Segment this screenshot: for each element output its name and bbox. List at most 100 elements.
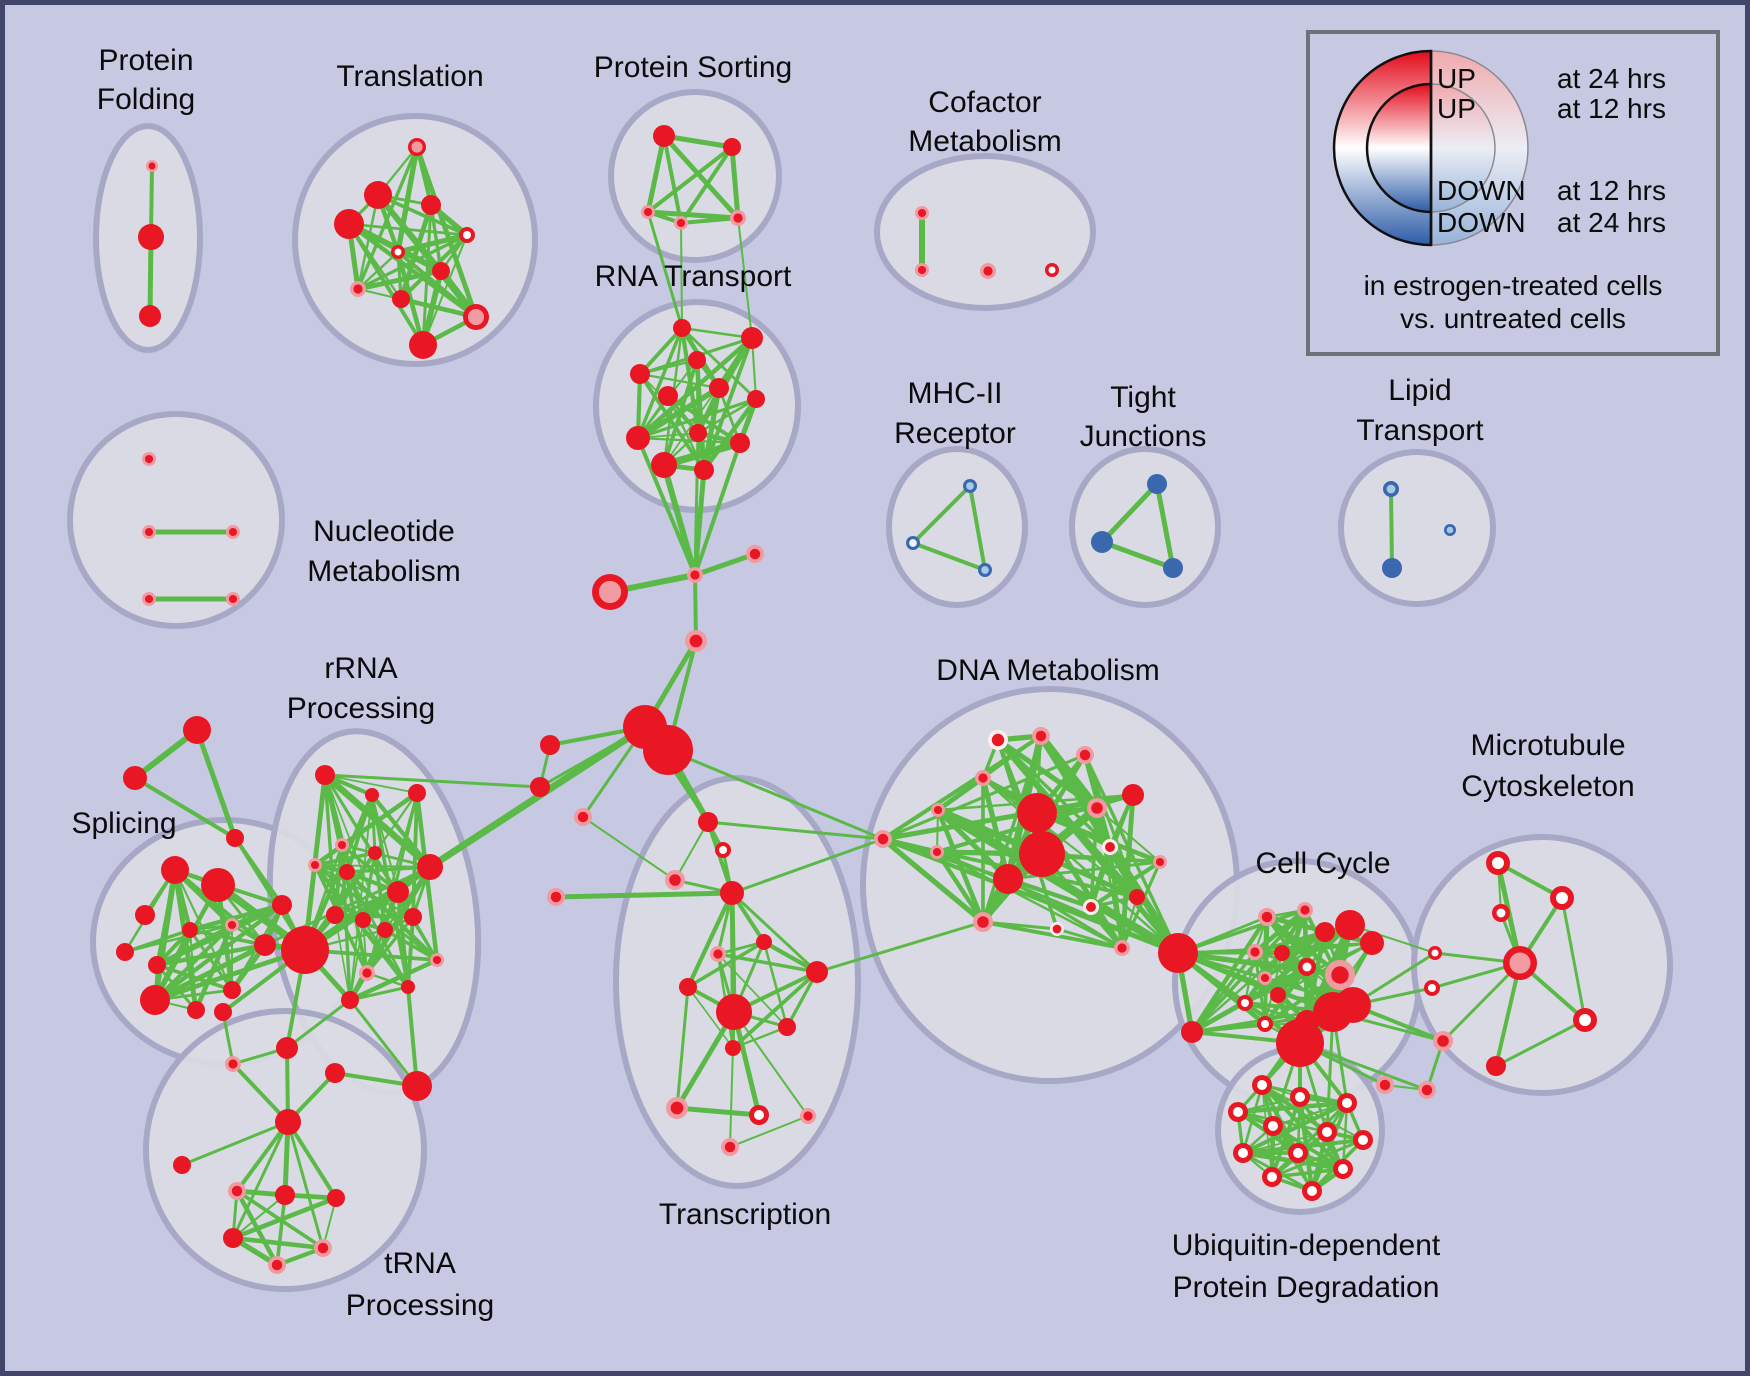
legend-caption: in estrogen-treated cells (1364, 270, 1663, 301)
network-node (685, 630, 707, 652)
network-edge (717, 953, 788, 1028)
legend-direction-label: DOWN (1437, 175, 1526, 206)
network-edge (686, 891, 734, 989)
network-edge (661, 133, 741, 221)
network-node (658, 386, 678, 406)
network-node (643, 725, 693, 775)
cluster-label-cofactor-metabolism: Metabolism (908, 125, 1061, 158)
network-node (1486, 851, 1510, 875)
network-edge (1441, 961, 1522, 1043)
cluster-label-translation: Translation (336, 60, 483, 93)
network-node (1376, 1076, 1394, 1094)
cluster-label-ubiquitin-degradation: Ubiquitin-dependent (1172, 1229, 1441, 1262)
cluster-label-mhc-ii-receptor: Receptor (894, 417, 1016, 450)
network-edge (1034, 810, 1163, 865)
network-edge (235, 1120, 290, 1193)
network-edge (880, 836, 986, 925)
network-node (674, 216, 688, 230)
network-edge (285, 998, 352, 1050)
network-node (430, 953, 444, 967)
network-edge (635, 335, 755, 441)
network-edge (286, 1120, 325, 1250)
network-node (730, 433, 750, 453)
network-node (756, 934, 772, 950)
network-edge (933, 805, 1183, 958)
network-edge (194, 727, 238, 841)
network-node (1302, 1181, 1322, 1201)
network-edge (355, 268, 444, 292)
network-node (1076, 746, 1094, 764)
network-edge (1270, 1167, 1345, 1179)
network-edge (636, 436, 697, 577)
network-node (315, 765, 335, 785)
network-node (365, 788, 379, 802)
cluster-label-protein-folding: Folding (97, 83, 195, 116)
network-edge (730, 891, 819, 974)
legend-caption: vs. untreated cells (1400, 303, 1626, 334)
network-edge (230, 1235, 326, 1251)
network-node (142, 592, 156, 606)
network-edge (1154, 481, 1176, 571)
network-edge (696, 397, 758, 435)
network-node (725, 1040, 741, 1056)
legend-direction-label: UP (1437, 93, 1476, 124)
network-edge (911, 541, 987, 572)
network-edge (321, 771, 434, 871)
network-node (698, 812, 718, 832)
network-edge (674, 821, 709, 881)
network-node (368, 846, 382, 860)
network-node (716, 994, 752, 1030)
network-node (626, 426, 650, 450)
network-edge (123, 923, 234, 954)
cluster-label-splicing: Splicing (71, 807, 176, 840)
cluster-label-ubiquitin-degradation: Protein Degradation (1173, 1271, 1440, 1304)
network-node (800, 1108, 816, 1124)
network-node (747, 390, 765, 408)
network-node (653, 125, 675, 147)
network-node (1274, 945, 1290, 961)
network-node (963, 479, 977, 493)
network-node (973, 912, 993, 932)
network-edge (686, 940, 766, 989)
network-node (1129, 889, 1145, 905)
network-node (214, 1003, 232, 1021)
network-edge (1494, 1018, 1587, 1068)
network-edge (693, 431, 700, 577)
network-node (1335, 910, 1365, 940)
network-node (226, 525, 240, 539)
network-edge (729, 890, 737, 1015)
network-node (1360, 931, 1384, 955)
network-node (408, 784, 426, 802)
network-node (1492, 904, 1510, 922)
network-edge (733, 1011, 809, 1117)
network-edge (1107, 844, 1125, 951)
network-node (254, 934, 276, 956)
network-edge (1099, 481, 1160, 545)
network-node (1122, 784, 1144, 806)
network-edge (345, 865, 432, 874)
network-node (334, 209, 364, 239)
network-node (359, 965, 375, 981)
network-edge (636, 326, 684, 440)
network-node (326, 906, 344, 924)
network-edge (152, 867, 178, 1003)
network-node (268, 1256, 286, 1274)
network-edge (646, 145, 734, 214)
network-node (116, 943, 134, 961)
network-node (142, 525, 156, 539)
network-node (630, 364, 650, 384)
network-edge (980, 775, 1011, 882)
network-node (1424, 980, 1440, 996)
network-node (402, 1071, 432, 1101)
network-edge (1190, 951, 1284, 1034)
nodes-layer (116, 125, 1597, 1274)
legend-direction-label: UP (1437, 63, 1476, 94)
network-edge (737, 217, 753, 339)
network-node (325, 1063, 345, 1083)
network-node (666, 1097, 688, 1119)
network-node (1325, 960, 1355, 990)
network-node (988, 730, 1008, 750)
network-edge (1083, 753, 1180, 955)
network-node (906, 536, 920, 550)
